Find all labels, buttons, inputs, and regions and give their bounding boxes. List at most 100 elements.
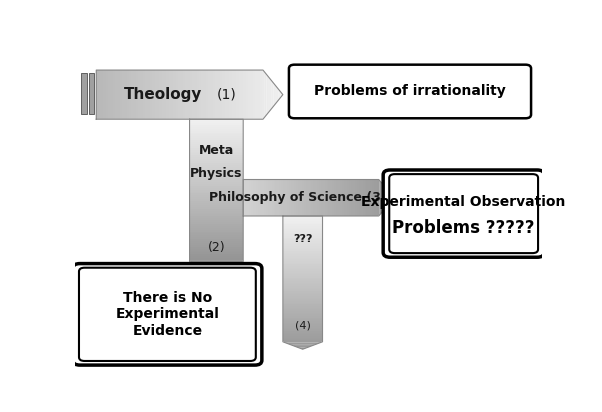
- Polygon shape: [190, 237, 243, 239]
- Polygon shape: [264, 72, 267, 118]
- Polygon shape: [283, 248, 323, 249]
- Polygon shape: [283, 276, 323, 278]
- Polygon shape: [291, 180, 293, 216]
- Polygon shape: [190, 167, 243, 169]
- Polygon shape: [283, 273, 323, 274]
- Polygon shape: [294, 346, 312, 348]
- Polygon shape: [190, 169, 243, 171]
- Polygon shape: [180, 70, 182, 119]
- Polygon shape: [141, 70, 143, 119]
- Polygon shape: [250, 70, 253, 119]
- Polygon shape: [283, 221, 323, 222]
- Polygon shape: [380, 180, 382, 215]
- Polygon shape: [236, 70, 238, 119]
- Polygon shape: [359, 180, 361, 216]
- Polygon shape: [190, 234, 243, 235]
- Polygon shape: [157, 70, 159, 119]
- Polygon shape: [211, 70, 213, 119]
- Polygon shape: [217, 70, 220, 119]
- Polygon shape: [190, 178, 243, 180]
- Polygon shape: [283, 326, 323, 328]
- Polygon shape: [283, 309, 323, 311]
- Polygon shape: [349, 180, 351, 216]
- Polygon shape: [248, 70, 250, 119]
- Polygon shape: [147, 70, 150, 119]
- Polygon shape: [283, 216, 323, 218]
- Polygon shape: [190, 159, 243, 161]
- Polygon shape: [270, 180, 272, 216]
- Polygon shape: [234, 70, 236, 119]
- Polygon shape: [190, 182, 243, 184]
- Polygon shape: [203, 70, 206, 119]
- Polygon shape: [190, 247, 243, 249]
- Polygon shape: [268, 180, 270, 216]
- Polygon shape: [190, 211, 243, 213]
- Polygon shape: [238, 70, 241, 119]
- Polygon shape: [190, 222, 243, 224]
- Polygon shape: [283, 289, 323, 291]
- Polygon shape: [330, 180, 332, 216]
- Polygon shape: [306, 180, 308, 216]
- Polygon shape: [190, 165, 243, 167]
- Polygon shape: [201, 266, 232, 268]
- Polygon shape: [199, 70, 201, 119]
- Polygon shape: [190, 125, 243, 127]
- Polygon shape: [255, 70, 257, 119]
- Polygon shape: [283, 336, 323, 337]
- Polygon shape: [276, 86, 278, 103]
- Polygon shape: [113, 70, 115, 119]
- Polygon shape: [283, 239, 323, 241]
- Polygon shape: [283, 311, 323, 313]
- Polygon shape: [281, 180, 283, 216]
- Polygon shape: [96, 70, 99, 119]
- Polygon shape: [190, 250, 243, 253]
- Polygon shape: [273, 83, 276, 106]
- Polygon shape: [283, 244, 323, 246]
- Polygon shape: [206, 70, 208, 119]
- Polygon shape: [243, 180, 245, 216]
- Polygon shape: [323, 180, 324, 216]
- Polygon shape: [134, 70, 136, 119]
- Polygon shape: [334, 180, 336, 216]
- Polygon shape: [378, 180, 380, 216]
- Polygon shape: [190, 144, 243, 146]
- Polygon shape: [190, 173, 243, 174]
- Polygon shape: [311, 180, 313, 216]
- Polygon shape: [190, 138, 243, 140]
- Polygon shape: [253, 70, 255, 119]
- Polygon shape: [216, 70, 217, 119]
- Polygon shape: [115, 70, 117, 119]
- Polygon shape: [241, 70, 243, 119]
- Polygon shape: [197, 70, 199, 119]
- Polygon shape: [317, 180, 319, 216]
- Polygon shape: [283, 228, 323, 229]
- Polygon shape: [190, 70, 192, 119]
- Polygon shape: [171, 70, 173, 119]
- Polygon shape: [321, 180, 323, 216]
- Polygon shape: [283, 231, 323, 233]
- Polygon shape: [365, 180, 367, 216]
- Polygon shape: [283, 274, 323, 276]
- Polygon shape: [243, 70, 246, 119]
- Polygon shape: [296, 180, 298, 216]
- Polygon shape: [283, 269, 323, 271]
- Polygon shape: [208, 70, 211, 119]
- Polygon shape: [190, 260, 243, 262]
- Polygon shape: [190, 157, 243, 159]
- Polygon shape: [283, 219, 323, 221]
- Polygon shape: [190, 155, 243, 157]
- Polygon shape: [283, 324, 323, 326]
- Polygon shape: [344, 180, 346, 216]
- Polygon shape: [190, 119, 243, 121]
- Polygon shape: [283, 264, 323, 266]
- Polygon shape: [225, 70, 227, 119]
- Polygon shape: [278, 89, 281, 101]
- Polygon shape: [182, 70, 185, 119]
- Text: Experimental Observation: Experimental Observation: [361, 194, 566, 208]
- Polygon shape: [283, 337, 323, 339]
- Polygon shape: [99, 70, 101, 119]
- Polygon shape: [283, 308, 323, 309]
- Polygon shape: [319, 180, 321, 216]
- Polygon shape: [283, 238, 323, 239]
- Polygon shape: [283, 301, 323, 302]
